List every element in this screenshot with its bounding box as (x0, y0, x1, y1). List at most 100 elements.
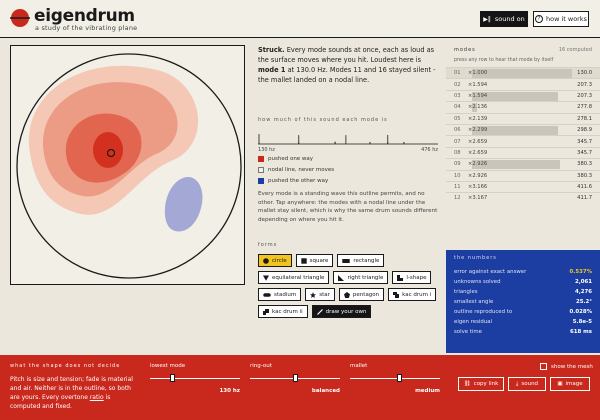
number-label: error against exact answer (454, 269, 527, 275)
mode-row[interactable]: 02 ×1.594 207.3 (446, 78, 600, 89)
modes-hint: press any row to hear that mode by itsel… (454, 58, 554, 63)
mode-row[interactable]: 03 ×1.594 207.3 (446, 89, 600, 101)
drum-mode-canvas[interactable] (11, 46, 246, 286)
copy-link-button[interactable]: ⛓ copy link (458, 377, 504, 391)
circle-icon (263, 257, 269, 264)
ring-out-slider-handle[interactable] (292, 374, 298, 382)
form-label: l-shape (406, 274, 427, 281)
mallet-slider[interactable] (350, 374, 440, 382)
mesh-checkbox[interactable] (540, 363, 547, 370)
numbers-panel: the numbers error against exact answer 0.… (446, 250, 600, 353)
mode-frequency: 380.3 (577, 161, 592, 168)
download-image-label: image (565, 381, 583, 387)
red-swatch (258, 155, 264, 162)
number-value: 0.537% (569, 269, 592, 275)
app-header: eigendrum a study of the vibrating plane… (0, 0, 600, 38)
app-title: eigendrum (34, 6, 135, 26)
form-kac-drum-i-button[interactable]: kac drum i (388, 288, 437, 301)
mode-number: 12 (454, 195, 461, 202)
mode-row[interactable]: 09 ×2.926 380.3 (446, 158, 600, 170)
lowest-mode-slider-group: lowest mode 130 hz (150, 363, 240, 394)
sound-toggle-button[interactable]: ▶︎‖ sound on (480, 11, 528, 27)
spectrum-min-label: 130 hz (258, 147, 275, 153)
mode-row[interactable]: 08 ×2.659 345.7 (446, 146, 600, 158)
mode-row[interactable]: 04 ×2.136 277.8 (446, 101, 600, 113)
mallet-strike-marker[interactable] (106, 148, 116, 158)
form-equilateral-triangle-button[interactable]: equilateral triangle (258, 271, 330, 284)
download-sound-button[interactable]: ⤓ sound (508, 377, 546, 391)
ring-out-slider[interactable] (250, 374, 340, 382)
mode-ratio: ×3.167 (468, 195, 488, 202)
mode-number: 10 (454, 172, 461, 179)
play-pause-icon: ▶︎‖ (483, 15, 491, 23)
square-icon (300, 257, 307, 264)
form-l-shape-button[interactable]: l-shape (392, 271, 432, 284)
mode-frequency: 411.7 (577, 195, 592, 202)
form-star-button[interactable]: star (305, 288, 335, 301)
form-stadium-button[interactable]: stadium (258, 288, 302, 301)
form-label: square (309, 257, 329, 264)
draw-your-own-button[interactable]: draw your own (311, 305, 372, 318)
loudest-mode: mode 1 (258, 66, 286, 74)
footer-title: what the shape does not decide (10, 363, 121, 369)
lowest-mode-slider-handle[interactable] (170, 374, 175, 382)
lowest-mode-slider[interactable] (150, 374, 240, 382)
form-rectangle-button[interactable]: rectangle (337, 254, 385, 267)
number-label: triangles (454, 289, 478, 295)
mode-number: 09 (454, 161, 461, 168)
mode-row[interactable]: 01 ×1.000 130.0 (446, 67, 600, 79)
kac-drum-icon (263, 308, 269, 315)
footer-text-a: Pitch is size and tension; fade is mater… (10, 376, 133, 401)
mode-row[interactable]: 06 ×2.299 298.9 (446, 123, 600, 135)
numbers-title: the numbers (454, 255, 497, 261)
form-right-triangle-button[interactable]: right triangle (333, 271, 389, 284)
number-row: solve time 618 ms (454, 327, 592, 337)
pencil-icon (316, 308, 323, 315)
footer-text-b: is computed and fixed. (10, 394, 111, 410)
show-mesh-toggle[interactable]: show the mesh (540, 363, 593, 370)
mode-level-bar (472, 69, 572, 78)
sound-toggle-label: sound on (494, 15, 525, 23)
mode-row[interactable]: 05 ×2.139 278.1 (446, 112, 600, 124)
pentagon-icon (343, 291, 350, 298)
mode-row[interactable]: 10 ×2.926 380.3 (446, 169, 600, 181)
mode-row[interactable]: 11 ×3.166 411.6 (446, 180, 600, 192)
mode-number: 03 (454, 92, 461, 99)
stadium-icon (263, 292, 271, 297)
form-pentagon-button[interactable]: pentagon (338, 288, 385, 301)
ring-out-value: balanced (311, 388, 340, 394)
footer-text: Pitch is size and tension; fade is mater… (10, 375, 142, 411)
triangle-icon (263, 275, 269, 281)
form-kac-drum-ii-button[interactable]: kac drum ii (258, 305, 308, 318)
mode-frequency: 345.7 (577, 138, 592, 145)
mode-frequency: 278.1 (577, 115, 592, 122)
number-value: 2,061 (574, 279, 592, 285)
mode-number: 06 (454, 127, 461, 134)
drum-outline (16, 53, 242, 279)
mode-row[interactable]: 12 ×3.167 411.7 (446, 192, 600, 203)
l-shape-icon (397, 274, 404, 281)
number-row: unknowns solved 2,061 (454, 277, 592, 287)
form-label: stadium (274, 291, 297, 298)
mode-ratio: ×1.000 (468, 70, 488, 77)
footer-ratio-word: ratio (89, 394, 104, 401)
mallet-slider-handle[interactable] (397, 374, 402, 382)
form-circle-button[interactable]: circle (258, 254, 292, 267)
form-square-button[interactable]: square (295, 254, 334, 267)
mode-ratio: ×1.594 (468, 92, 488, 99)
form-label: rectangle (353, 257, 380, 264)
number-value: 5.8e-5 (572, 319, 592, 325)
how-it-works-button[interactable]: ? how it works (533, 11, 589, 27)
opposite-phase-region (164, 176, 203, 232)
drum-canvas-panel (10, 45, 245, 285)
mode-frequency: 277.8 (577, 104, 592, 111)
download-sound-label: sound (521, 381, 539, 387)
mode-level-bar (472, 125, 558, 135)
number-value: 25.2° (576, 299, 592, 305)
mode-row[interactable]: 07 ×2.659 345.7 (446, 135, 600, 146)
download-image-button[interactable]: ▣ image (550, 377, 590, 391)
eigendrum-logo-icon (10, 9, 30, 27)
form-label: pentagon (352, 291, 380, 298)
number-value: 0.028% (569, 309, 592, 315)
legend-nodal: nodal line, never moves (258, 164, 334, 175)
